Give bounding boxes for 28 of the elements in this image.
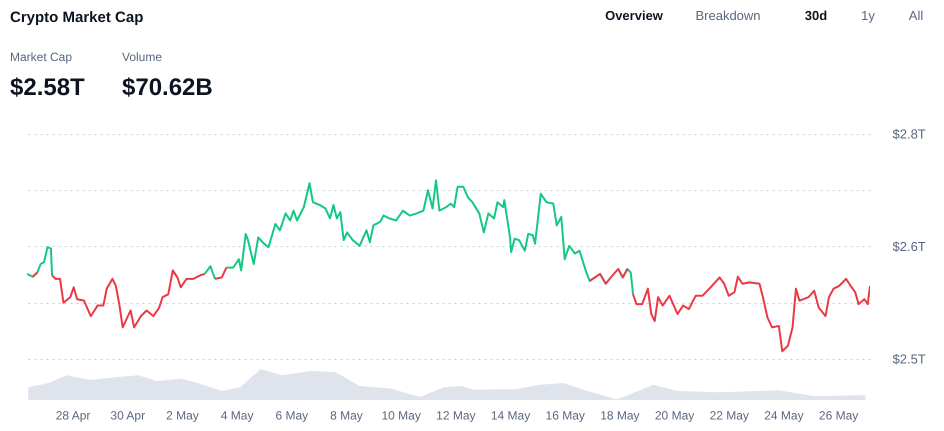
- x-tick-label: 8 May: [330, 408, 363, 422]
- text: All: [908, 8, 924, 23]
- x-tick-label: 14 May: [490, 408, 530, 422]
- x-tick-label: 12 May: [436, 408, 476, 422]
- x-tick-label: 2 May: [166, 408, 199, 422]
- text: $2.58T: [10, 74, 86, 101]
- y-tick-label: $2.5T: [892, 352, 926, 366]
- text: Volume: [122, 50, 162, 64]
- y-tick-label: $2.6T: [892, 239, 926, 254]
- text: Overview: [605, 8, 664, 23]
- x-tick-label: 30 Apr: [110, 408, 146, 422]
- x-tick-label: 24 May: [764, 408, 804, 422]
- text: $70.62B: [122, 74, 213, 101]
- x-tick-label: 4 May: [220, 408, 254, 422]
- chart-title: Crypto Market Cap: [10, 9, 144, 26]
- x-tick-label: 28 Apr: [56, 408, 90, 422]
- text: Market Cap: [10, 50, 72, 64]
- x-tick-label: 20 May: [654, 408, 694, 422]
- x-tick-label: 16 May: [546, 408, 585, 422]
- x-tick-label: 18 May: [600, 408, 640, 422]
- text: 1y: [861, 8, 876, 23]
- x-tick-label: 22 May: [710, 408, 749, 422]
- x-tick-label: 10 May: [381, 408, 421, 422]
- text: Breakdown: [695, 8, 761, 23]
- y-tick-label: $2.8T: [892, 126, 926, 142]
- x-tick-label: 26 May: [818, 408, 858, 422]
- x-tick-label: 6 May: [275, 408, 308, 422]
- text: 30d: [804, 8, 828, 23]
